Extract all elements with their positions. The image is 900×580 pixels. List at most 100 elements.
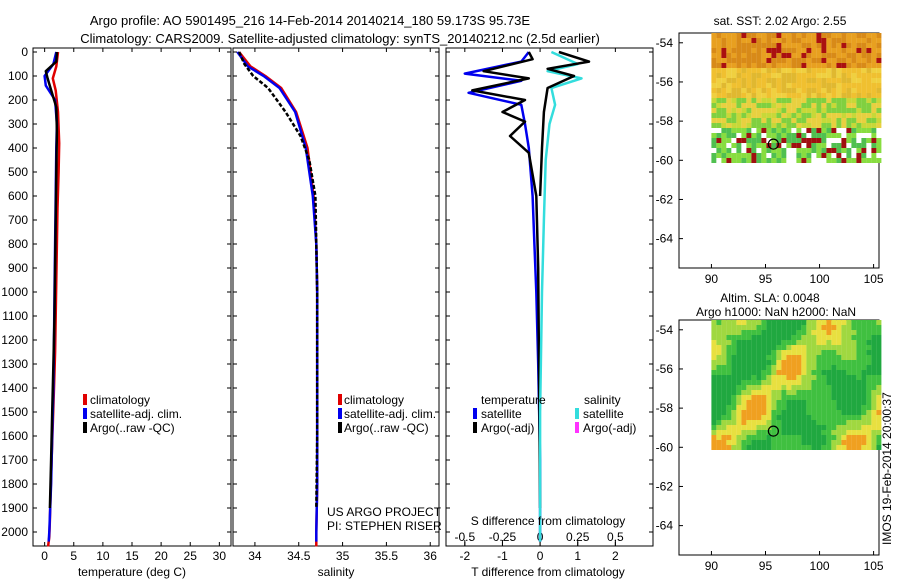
map-cell [746, 143, 752, 148]
map-cell [876, 118, 882, 123]
map-cell [801, 158, 807, 163]
map-cell [851, 405, 857, 410]
map-cell [721, 78, 727, 83]
map-cell [711, 425, 717, 430]
map-cell [791, 118, 797, 123]
map-cell [876, 143, 882, 148]
map-cell [851, 330, 857, 335]
map-cell [711, 153, 717, 158]
map-cell [751, 108, 757, 113]
map-cell [871, 48, 877, 53]
map-cell [786, 98, 792, 103]
map-y-tick-label: -56 [656, 362, 674, 376]
map-cell [746, 158, 752, 163]
map-cell [801, 360, 807, 365]
map-cell [751, 133, 757, 138]
map-cell [741, 33, 747, 38]
map-cell [741, 395, 747, 400]
map-cell [771, 128, 777, 133]
x-tick-top-label: -0.5 [454, 530, 475, 544]
map-cell [821, 128, 827, 133]
map-cell [746, 395, 752, 400]
map-cell [846, 410, 852, 415]
map-cell [781, 43, 787, 48]
map-cell [716, 43, 722, 48]
map-cell [796, 445, 802, 450]
map-cell [726, 83, 732, 88]
map-cell [851, 435, 857, 440]
map-cell [851, 113, 857, 118]
map-cell [756, 73, 762, 78]
map-cell [766, 153, 772, 158]
map-cell [721, 83, 727, 88]
map-cell [726, 365, 732, 370]
map-cell [836, 123, 842, 128]
map-cell [806, 68, 812, 73]
map-cell [741, 430, 747, 435]
map-cell [711, 420, 717, 425]
map-cell [836, 380, 842, 385]
map-cell [846, 63, 852, 68]
map-cell [721, 435, 727, 440]
map-cell [836, 405, 842, 410]
map-cell [806, 340, 812, 345]
map-cell [821, 38, 827, 43]
map-cell [806, 83, 812, 88]
map-cell [751, 360, 757, 365]
map-cell [726, 153, 732, 158]
map-cell [711, 68, 717, 73]
map-cell [801, 405, 807, 410]
map-cell [831, 395, 837, 400]
map-cell [786, 138, 792, 143]
map-cell [746, 148, 752, 153]
map-cell [836, 58, 842, 63]
map-cell [786, 113, 792, 118]
map-cell [731, 430, 737, 435]
map-cell [711, 330, 717, 335]
map-cell [876, 425, 882, 430]
map-cell [801, 370, 807, 375]
map-cell [826, 38, 832, 43]
map-cell [746, 48, 752, 53]
map-cell [726, 133, 732, 138]
map-cell [736, 118, 742, 123]
map-cell [856, 118, 862, 123]
map-cell [766, 440, 772, 445]
map-cell [801, 98, 807, 103]
map-cell [806, 390, 812, 395]
map-cell [711, 350, 717, 355]
map-cell [811, 48, 817, 53]
map-cell [756, 148, 762, 153]
map-cell [861, 103, 867, 108]
map-cell [846, 375, 852, 380]
map-cell [846, 430, 852, 435]
map-cell [786, 400, 792, 405]
map-cell [741, 420, 747, 425]
map-cell [731, 370, 737, 375]
map-cell [726, 33, 732, 38]
map-cell [746, 68, 752, 73]
map-cell [786, 58, 792, 63]
y-tick-label: 400 [8, 141, 28, 155]
y-tick-label: 2000 [1, 525, 28, 539]
map-cell [791, 325, 797, 330]
map-cell [711, 440, 717, 445]
map-cell [731, 43, 737, 48]
diff-legend-t-satellite: satellite [481, 407, 522, 421]
map-cell [816, 380, 822, 385]
map-cell [796, 68, 802, 73]
map-cell [866, 395, 872, 400]
map-cell [761, 345, 767, 350]
map-cell [751, 98, 757, 103]
map-cell [756, 435, 762, 440]
map-cell [746, 58, 752, 63]
map-cell [826, 103, 832, 108]
map-cell [771, 365, 777, 370]
map-cell [856, 143, 862, 148]
map-cell [856, 153, 862, 158]
map-cell [831, 365, 837, 370]
map-cell [756, 88, 762, 93]
map-cell [786, 385, 792, 390]
map-cell [721, 53, 727, 58]
map-cell [871, 73, 877, 78]
